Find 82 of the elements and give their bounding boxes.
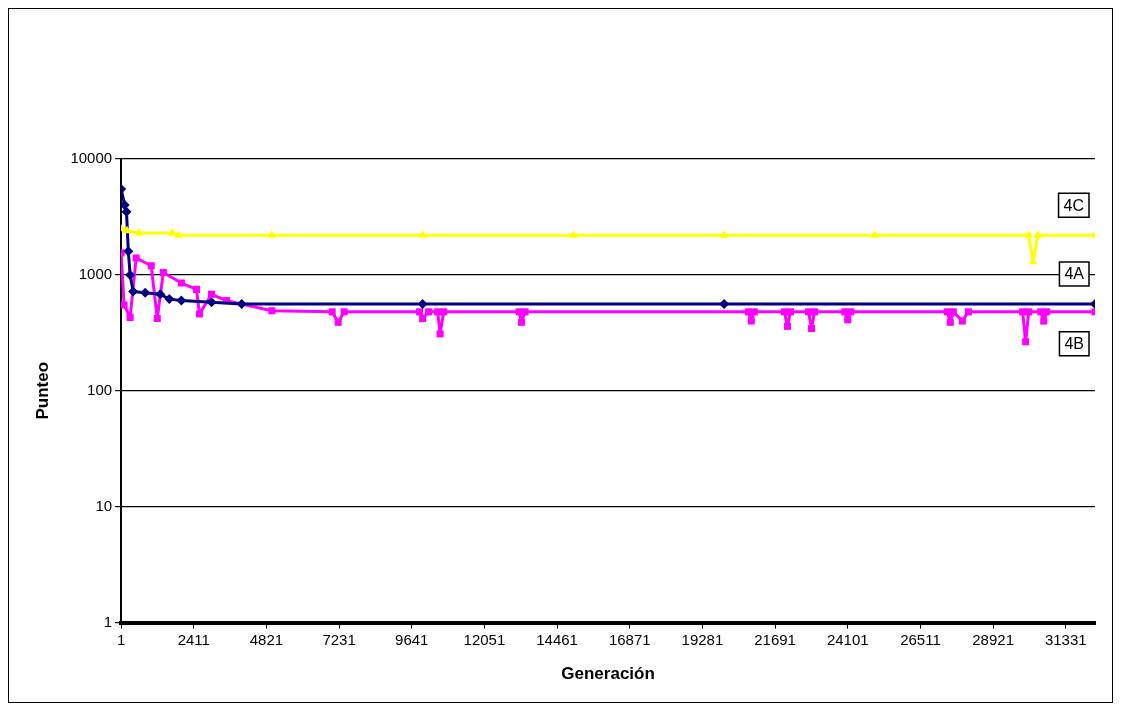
x-tick-label: 28921 (972, 630, 1014, 648)
point (128, 286, 139, 297)
point (1033, 230, 1043, 238)
point (159, 268, 167, 276)
point (177, 279, 185, 287)
point (440, 308, 448, 316)
point (164, 293, 175, 304)
point (121, 200, 130, 211)
point (419, 315, 427, 323)
point (436, 330, 444, 338)
y-tick-label: 100 (87, 380, 113, 398)
series-label: 4C (1063, 196, 1084, 214)
point (750, 308, 758, 316)
point (425, 308, 433, 316)
point (334, 318, 342, 326)
point (1040, 317, 1048, 325)
point (964, 308, 972, 316)
y-tick-label: 1 (103, 612, 113, 630)
point (174, 230, 183, 238)
point (946, 318, 954, 326)
point (206, 297, 217, 308)
point (870, 230, 880, 238)
x-tick-label: 24101 (826, 630, 869, 648)
y-tick-label: 10 (95, 496, 113, 514)
x-tick-label: 9641 (395, 630, 429, 648)
point (949, 308, 957, 316)
point (126, 313, 134, 321)
x-tick-label: 4821 (249, 630, 284, 648)
point (808, 324, 816, 332)
x-tick-label: 14461 (536, 630, 578, 648)
x-tick-label: 2411 (177, 630, 210, 648)
point (192, 285, 200, 293)
x-axis-title: Generación (561, 664, 655, 684)
point (132, 254, 140, 262)
x-tick-label: 1 (116, 630, 126, 648)
point (719, 230, 729, 238)
point (786, 308, 794, 316)
point (267, 230, 277, 238)
point (140, 287, 151, 298)
point (958, 317, 966, 325)
point (1024, 230, 1033, 238)
point (236, 299, 247, 310)
point (121, 206, 132, 217)
point (155, 289, 166, 300)
point (747, 317, 755, 325)
point (847, 308, 855, 316)
point (208, 290, 216, 298)
y-tick-label: 10000 (70, 149, 113, 167)
y-tick-label: 1000 (78, 265, 113, 283)
point (811, 308, 819, 316)
point (123, 246, 134, 257)
point (268, 307, 276, 315)
point (417, 299, 428, 310)
x-tick-label: 31331 (1044, 630, 1087, 648)
x-tick-label: 26511 (900, 630, 941, 648)
series-label: 4A (1064, 265, 1085, 283)
y-axis-title: Punteo (32, 362, 52, 420)
point (416, 308, 424, 316)
point (147, 262, 155, 270)
point (340, 308, 348, 316)
point (569, 230, 578, 238)
point (1043, 308, 1051, 316)
point (195, 310, 204, 318)
x-tick-label: 7231 (322, 630, 356, 648)
point (168, 227, 177, 236)
x-tick-label: 19281 (681, 630, 724, 648)
point (783, 322, 791, 330)
point (418, 230, 427, 238)
series-label: 4B (1064, 335, 1084, 353)
x-tick-label: 16871 (608, 630, 651, 648)
point (521, 308, 529, 316)
point (153, 315, 161, 323)
point (121, 301, 128, 309)
point (328, 308, 336, 316)
point (844, 316, 852, 324)
point (517, 318, 526, 326)
point (122, 225, 132, 234)
point (1025, 308, 1033, 316)
point (176, 295, 187, 306)
x-tick-label: 21691 (754, 630, 796, 648)
x-tick-label: 12051 (463, 630, 506, 648)
point (1022, 338, 1030, 346)
